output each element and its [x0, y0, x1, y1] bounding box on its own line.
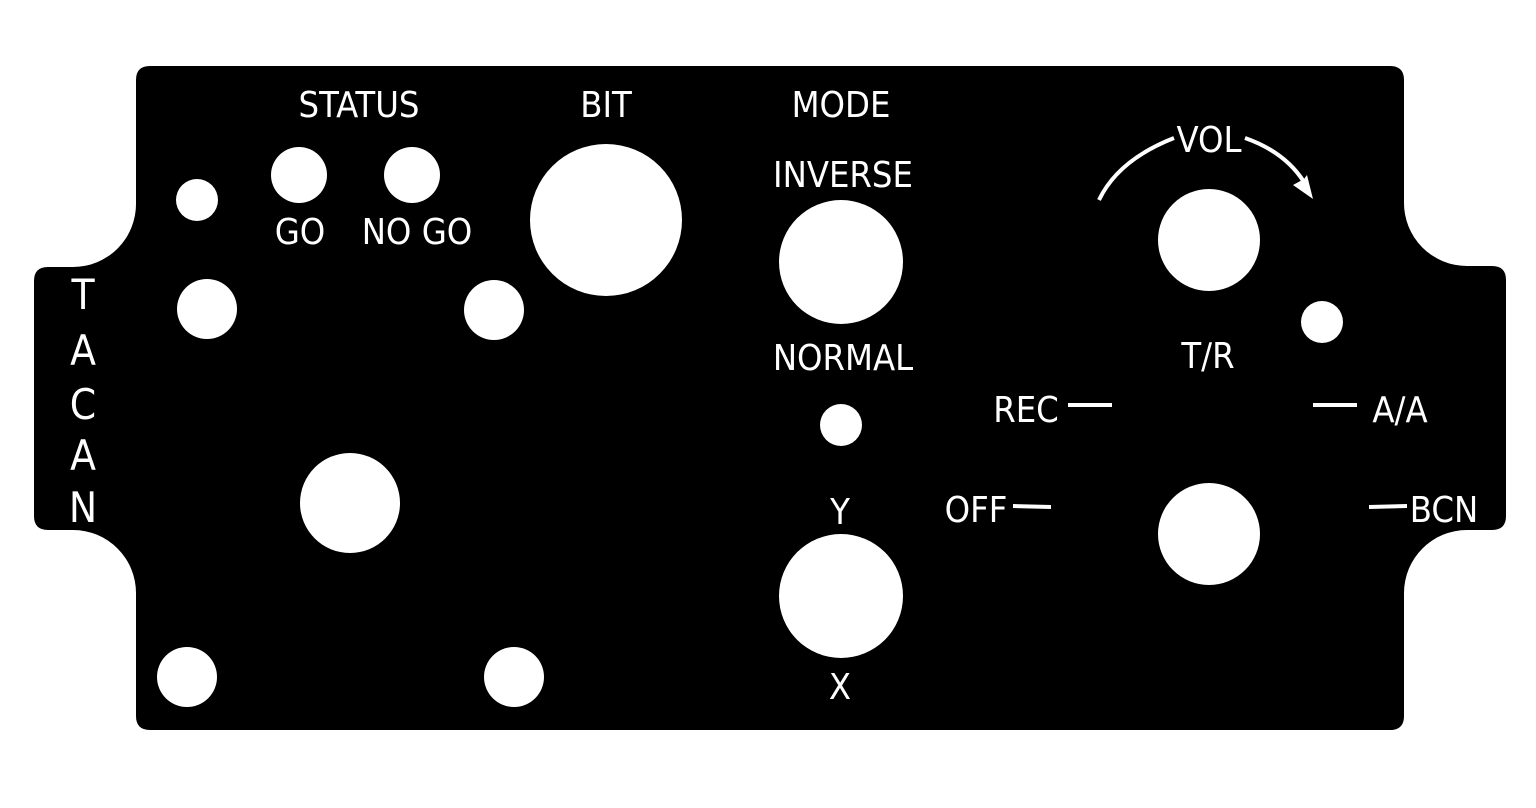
mounting-hole	[1301, 301, 1343, 343]
volume-arrow-icon	[1244, 136, 1306, 184]
side-title-letter: C	[70, 380, 96, 429]
mounting-hole	[176, 179, 218, 221]
t-r-label: T/R	[1180, 336, 1234, 377]
function-selector-knob[interactable]	[1158, 483, 1260, 585]
vol-label: VOL	[1176, 120, 1241, 161]
a-a-label: A/A	[1372, 390, 1427, 431]
bit-label: BIT	[580, 85, 632, 126]
x-label: X	[829, 667, 851, 708]
mounting-hole	[820, 404, 862, 446]
no-go-indicator-lamp	[384, 147, 440, 203]
mode-switch[interactable]	[779, 200, 903, 324]
volume-arrow-icon	[1097, 136, 1175, 201]
bit-button[interactable]	[530, 144, 682, 296]
mounting-hole	[484, 647, 544, 707]
side-title-letter: T	[70, 270, 95, 319]
rec-label: REC	[993, 390, 1059, 431]
panel-body	[34, 66, 1506, 730]
status-label: STATUS	[299, 85, 420, 126]
off-label: OFF	[945, 490, 1008, 531]
channel-knob[interactable]	[300, 453, 400, 553]
mounting-hole	[157, 647, 217, 707]
x-y-switch[interactable]	[779, 534, 903, 658]
side-title: T A C A N	[69, 270, 97, 532]
normal-label: NORMAL	[773, 338, 913, 379]
bcn-position-line	[1368, 504, 1408, 509]
mounting-hole	[464, 280, 524, 340]
inverse-label: INVERSE	[773, 155, 913, 196]
y-label: Y	[829, 492, 850, 533]
side-title-letter: A	[70, 326, 96, 375]
go-indicator-lamp	[271, 147, 327, 203]
no-go-label: NO GO	[362, 212, 473, 253]
off-position-line	[1012, 504, 1052, 509]
side-title-letter: A	[70, 431, 96, 480]
mode-label: MODE	[792, 85, 891, 126]
bcn-label: BCN	[1410, 490, 1478, 531]
volume-arrow-head-icon	[1293, 175, 1313, 199]
side-title-letter: N	[69, 483, 97, 532]
volume-knob[interactable]	[1158, 189, 1260, 291]
go-label: GO	[275, 212, 326, 253]
mounting-hole	[177, 279, 237, 339]
